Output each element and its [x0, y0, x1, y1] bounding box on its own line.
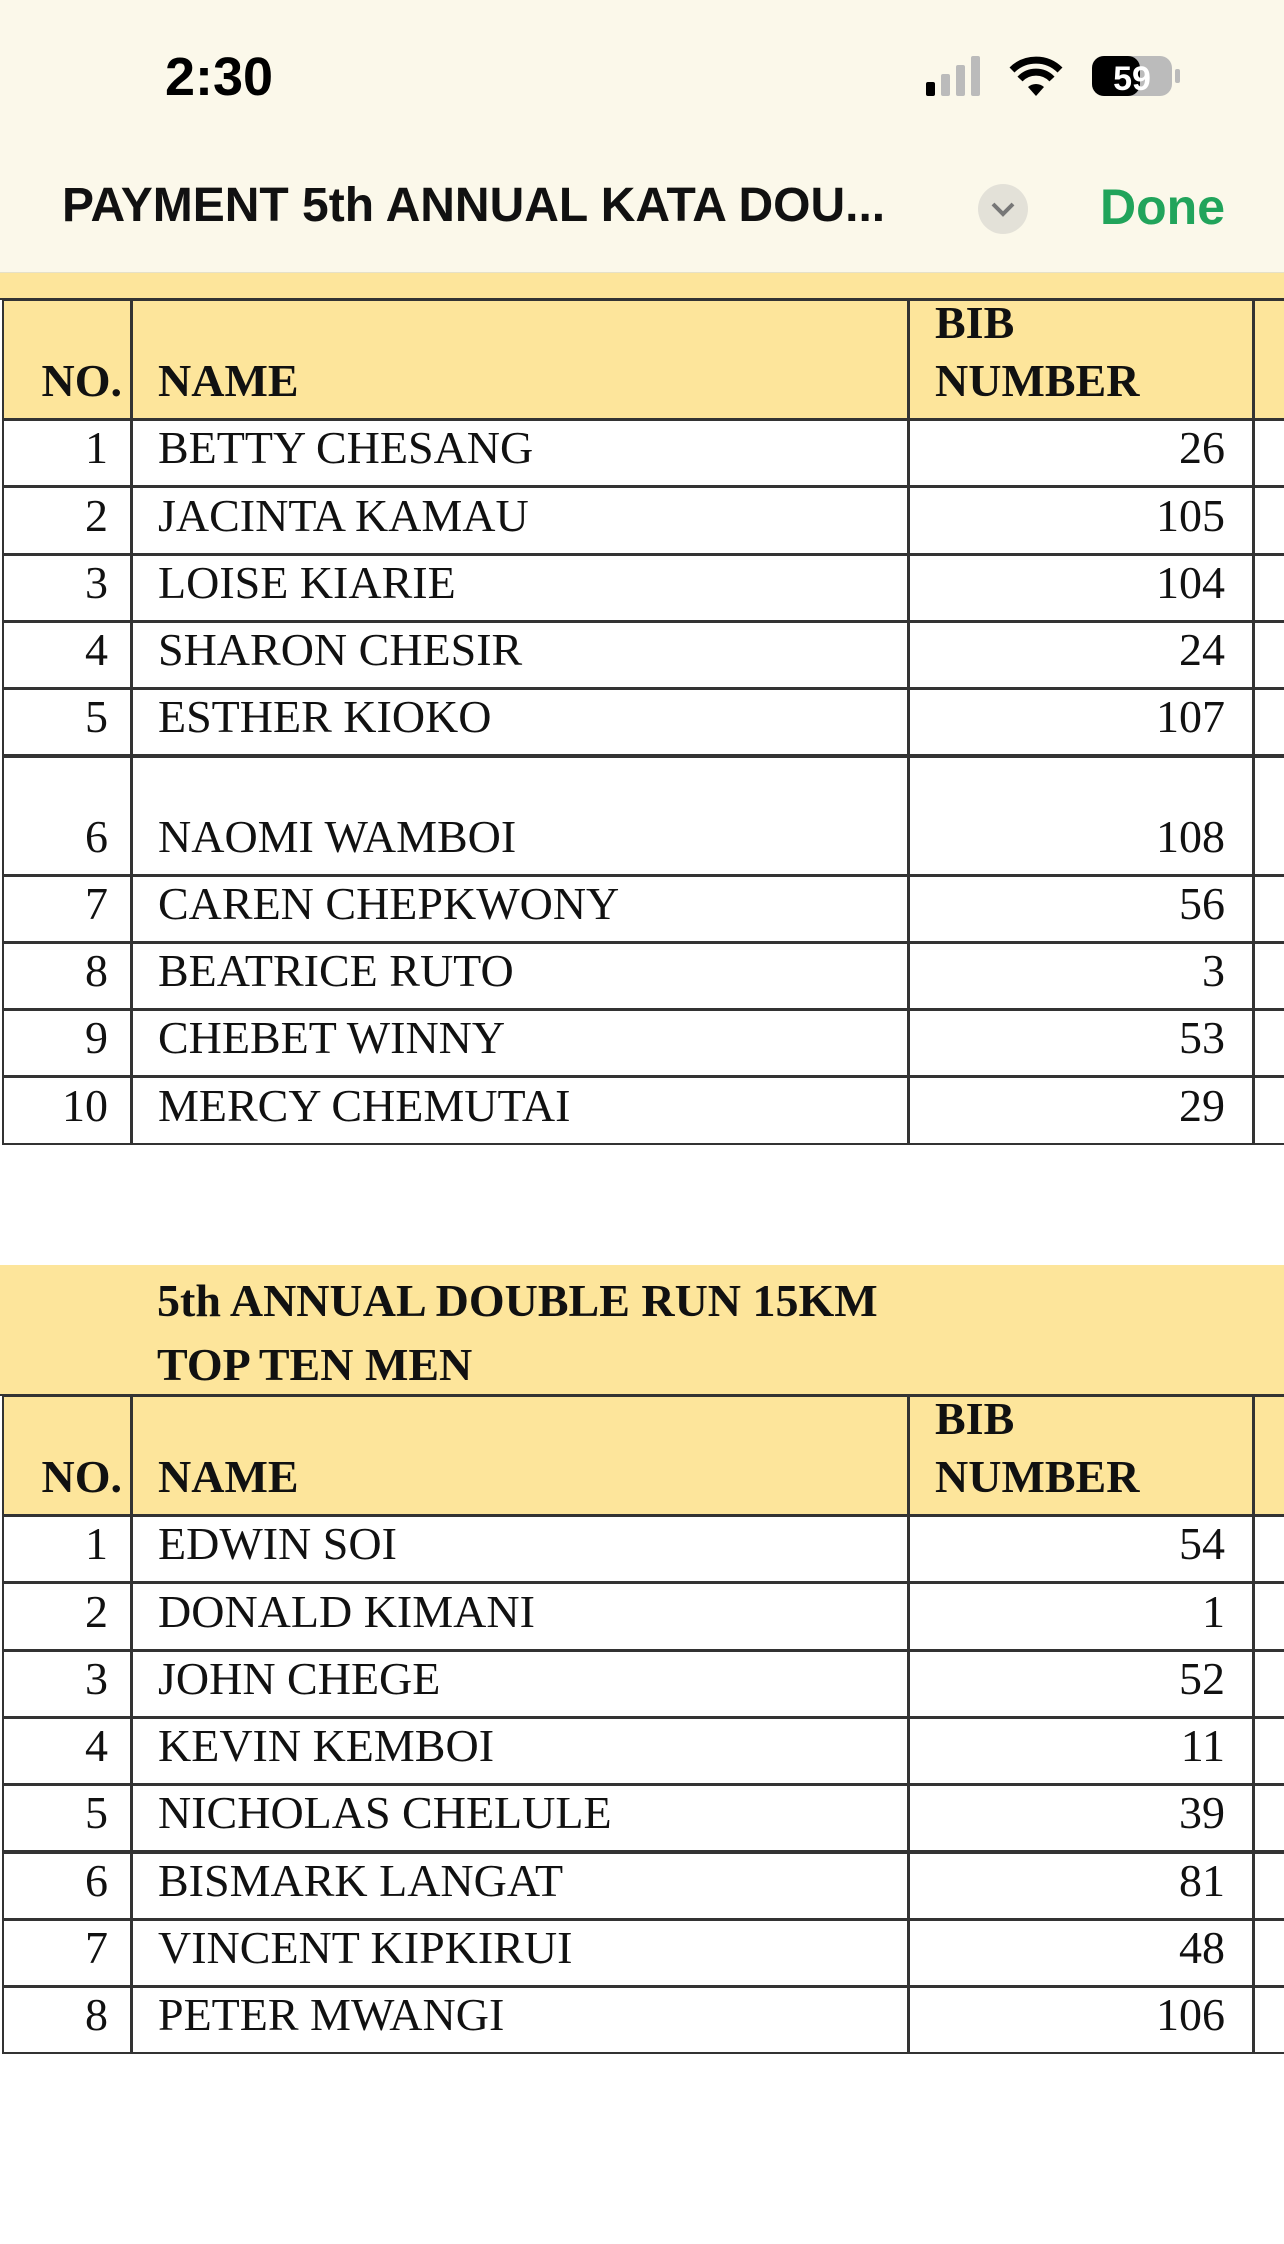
- cell: [1253, 1784, 1284, 1853]
- bib-number: 3: [908, 941, 1254, 1011]
- bib-number: 26: [908, 419, 1254, 488]
- cell: [1253, 553, 1284, 622]
- rank: 8: [2, 1986, 132, 2055]
- cell: [1253, 419, 1284, 488]
- rank: 8: [2, 941, 132, 1011]
- runner-name: JOHN CHEGE: [131, 1649, 909, 1718]
- cell: [1253, 1716, 1284, 1786]
- runner-name: DONALD KIMANI: [131, 1582, 909, 1651]
- clock: 2:30: [165, 47, 274, 107]
- bib-number: 1: [908, 1582, 1254, 1651]
- rank: 5: [2, 1784, 132, 1853]
- bib-number: 39: [908, 1784, 1254, 1853]
- document-title[interactable]: PAYMENT 5th ANNUAL KATA DOU...: [62, 179, 886, 232]
- cell: [1253, 874, 1284, 943]
- rank: 2: [2, 1582, 132, 1651]
- rank: 3: [2, 553, 132, 622]
- runner-name: JACINTA KAMAU: [131, 486, 909, 555]
- bib-number: 11: [908, 1716, 1254, 1786]
- runner-name: BISMARK LANGAT: [131, 1851, 909, 1920]
- column-header: NO.: [2, 1395, 132, 1516]
- rank: 2: [2, 486, 132, 555]
- bib-number: 81: [908, 1851, 1254, 1920]
- runner-name: SHARON CHESIR: [131, 620, 909, 690]
- rank: 5: [2, 688, 132, 757]
- top-bar: 2:30 59 PAYMENT 5th ANNUAL KATA DOU... D…: [0, 0, 1284, 273]
- rank: 7: [2, 1918, 132, 1988]
- bib-number: 29: [908, 1076, 1254, 1145]
- title-menu[interactable]: [977, 183, 1029, 235]
- runner-name: EDWIN SOI: [131, 1515, 909, 1584]
- bib-number: 108: [908, 755, 1254, 876]
- status-icons: 59: [926, 56, 1180, 98]
- rank: 3: [2, 1649, 132, 1718]
- rank: 1: [2, 1515, 132, 1584]
- column-header: BIB NUMBER: [908, 1393, 1254, 1516]
- column-header: [1253, 299, 1284, 420]
- cell: [1253, 1515, 1284, 1584]
- rank: 1: [2, 419, 132, 488]
- runner-name: BETTY CHESANG: [131, 419, 909, 488]
- column-header: NO.: [2, 299, 132, 420]
- rank: 4: [2, 1716, 132, 1786]
- column-header: NAME: [131, 299, 909, 420]
- rank: 6: [2, 1851, 132, 1920]
- table-title: 5th ANNUAL DOUBLE RUN 15KM TOP TEN MEN: [0, 1265, 1284, 1396]
- rank: 7: [2, 874, 132, 943]
- bib-number: 24: [908, 620, 1254, 690]
- bib-number: 52: [908, 1649, 1254, 1718]
- bib-number: 56: [908, 874, 1254, 943]
- bib-number: 48: [908, 1918, 1254, 1988]
- column-header: [1253, 1395, 1284, 1516]
- bib-number: 54: [908, 1515, 1254, 1584]
- column-header: BIB NUMBER: [908, 297, 1254, 420]
- bib-number: 107: [908, 688, 1254, 757]
- runner-name: ESTHER KIOKO: [131, 688, 909, 757]
- rank: 9: [2, 1009, 132, 1078]
- column-header: NAME: [131, 1395, 909, 1516]
- done-button[interactable]: Done: [1100, 179, 1225, 235]
- bib-number: 106: [908, 1986, 1254, 2055]
- runner-name: CAREN CHEPKWONY: [131, 874, 909, 943]
- bib-number: 104: [908, 553, 1254, 622]
- cell: [1253, 941, 1284, 1011]
- cell: [1253, 1851, 1284, 1920]
- cell: [1253, 486, 1284, 555]
- runner-name: NICHOLAS CHELULE: [131, 1784, 909, 1853]
- runner-name: CHEBET WINNY: [131, 1009, 909, 1078]
- rank: 4: [2, 620, 132, 690]
- runner-name: NAOMI WAMBOI: [131, 755, 909, 876]
- runner-name: LOISE KIARIE: [131, 553, 909, 622]
- runner-name: KEVIN KEMBOI: [131, 1716, 909, 1786]
- cell: [1253, 1009, 1284, 1078]
- cell: [1253, 1076, 1284, 1145]
- cell: [1253, 1649, 1284, 1718]
- bib-number: 53: [908, 1009, 1254, 1078]
- rank: 6: [2, 755, 132, 876]
- cell: [1253, 1986, 1284, 2055]
- battery-level: 59: [1113, 60, 1151, 98]
- cell: [1253, 688, 1284, 757]
- cell: [1253, 755, 1284, 876]
- runner-name: BEATRICE RUTO: [131, 941, 909, 1011]
- runner-name: PETER MWANGI: [131, 1986, 909, 2055]
- runner-name: VINCENT KIPKIRUI: [131, 1918, 909, 1988]
- runner-name: MERCY CHEMUTAI: [131, 1076, 909, 1145]
- cell: [1253, 1582, 1284, 1651]
- bib-number: 105: [908, 486, 1254, 555]
- rank: 10: [2, 1076, 132, 1145]
- cell: [1253, 1918, 1284, 1988]
- cell: [1253, 620, 1284, 690]
